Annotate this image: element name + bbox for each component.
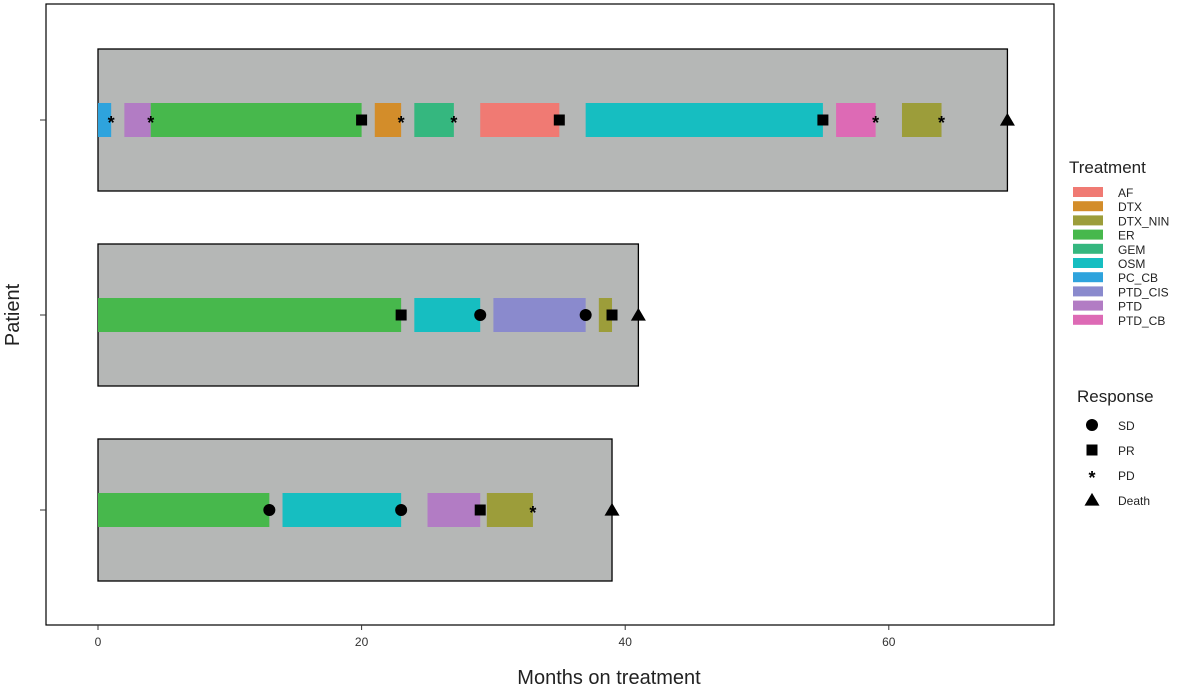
treatment-bar <box>414 103 454 137</box>
treatment-legend-label: DTX_NIN <box>1118 214 1169 228</box>
treatment-legend-swatch <box>1073 187 1103 197</box>
response-legend-title: Response <box>1077 387 1154 406</box>
treatment-legend-label: GEM <box>1118 243 1145 257</box>
treatment-bar <box>98 103 112 137</box>
response-marker-pd: * <box>450 113 457 133</box>
treatment-bar <box>98 493 270 527</box>
treatment-legend-swatch <box>1073 258 1103 268</box>
patient-row: * <box>97 438 620 582</box>
treatment-legend: Treatment AFDTXDTX_NINERGEMOSMPC_CBPTD_C… <box>1069 158 1169 328</box>
treatment-bar <box>414 298 481 332</box>
treatment-legend-label: PTD_CB <box>1118 314 1165 328</box>
treatment-bar <box>486 493 533 527</box>
response-marker-death <box>630 307 646 321</box>
response-legend-label: PR <box>1118 444 1135 458</box>
treatment-bar <box>427 493 481 527</box>
x-axis: 0 20 40 60 <box>95 625 896 649</box>
response-legend-symbol <box>1086 444 1098 456</box>
treatment-bar <box>598 298 613 332</box>
treatment-legend-label: PC_CB <box>1118 271 1158 285</box>
treatment-legend-title: Treatment <box>1069 158 1146 177</box>
x-tick-label: 60 <box>882 635 896 649</box>
treatment-legend-swatch <box>1073 201 1103 212</box>
response-marker-pr <box>817 114 829 126</box>
treatment-legend-swatch <box>1073 300 1103 311</box>
x-axis-title: Months on treatment <box>517 667 701 688</box>
treatment-legend-label: PTD_CIS <box>1118 285 1169 299</box>
response-legend-label: SD <box>1118 419 1135 433</box>
y-axis-title: Patient <box>2 283 24 346</box>
response-marker-sd <box>395 504 408 516</box>
treatment-legend-label: OSM <box>1118 257 1145 271</box>
treatment-legend-swatch <box>1073 272 1103 283</box>
treatment-bar <box>901 103 942 137</box>
response-marker-pr <box>474 504 486 516</box>
treatment-legend-label: ER <box>1118 229 1135 243</box>
treatment-bar <box>836 103 876 137</box>
treatment-legend-swatch <box>1073 243 1103 254</box>
response-marker-sd <box>263 504 276 516</box>
response-marker-pr <box>606 309 618 321</box>
x-tick-label: 0 <box>95 635 102 649</box>
treatment-bar <box>480 103 560 137</box>
treatment-legend-swatch <box>1073 229 1103 240</box>
response-legend-symbol <box>1084 492 1100 506</box>
response-marker-pd: * <box>872 113 879 133</box>
response-marker-pr <box>356 114 368 126</box>
treatment-bar <box>150 103 362 137</box>
response-legend-symbol: * <box>1088 468 1095 488</box>
treatment-legend-swatch <box>1073 314 1103 325</box>
patients-layer: * * * * * * * <box>97 48 1015 582</box>
treatment-bar <box>282 493 402 527</box>
response-marker-pd: * <box>147 113 154 133</box>
response-legend-symbol <box>1086 419 1098 431</box>
patient-row <box>97 243 646 387</box>
response-marker-sd <box>579 309 592 321</box>
treatment-bar <box>585 103 823 137</box>
response-marker-pr <box>395 309 407 321</box>
treatment-legend-label: PTD <box>1118 300 1142 314</box>
response-marker-pd: * <box>398 113 405 133</box>
x-tick-label: 40 <box>619 635 633 649</box>
treatment-bar <box>98 298 402 332</box>
treatment-bar <box>374 103 402 137</box>
response-legend-label: PD <box>1118 469 1135 483</box>
response-legend: Response SD PR * PD Death <box>1077 387 1154 508</box>
response-marker-sd <box>474 309 487 321</box>
response-marker-death <box>604 502 620 516</box>
response-marker-pd: * <box>529 503 536 523</box>
response-marker-pd: * <box>938 113 945 133</box>
y-axis <box>40 119 46 511</box>
treatment-legend-label: DTX <box>1118 200 1142 214</box>
response-marker-pr <box>553 114 565 126</box>
treatment-bar <box>124 103 151 137</box>
response-marker-death <box>999 112 1015 126</box>
response-marker-pd: * <box>108 113 115 133</box>
patient-row: * * * * * * <box>97 48 1015 192</box>
treatment-legend-swatch <box>1073 215 1103 226</box>
treatment-legend-swatch <box>1073 286 1103 297</box>
treatment-bar <box>493 298 586 332</box>
x-tick-label: 20 <box>355 635 369 649</box>
treatment-legend-label: AF <box>1118 186 1133 200</box>
response-legend-label: Death <box>1118 494 1150 508</box>
